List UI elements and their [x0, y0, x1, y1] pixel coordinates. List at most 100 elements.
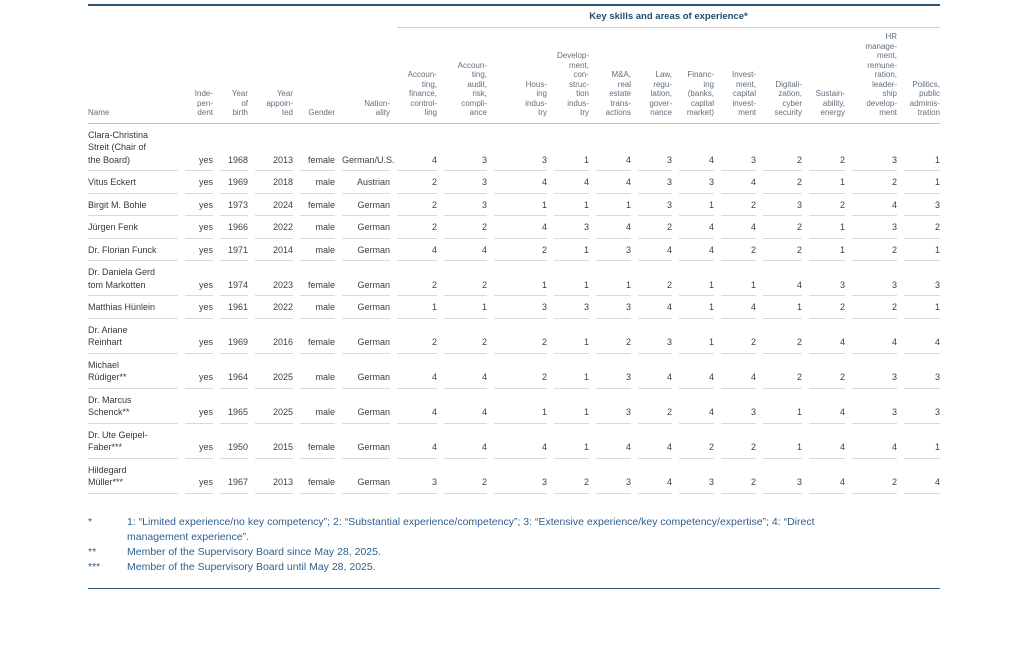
column-header: Inde- pen- dent	[194, 89, 213, 117]
member-name-cell: Jürgen Fenk	[88, 216, 178, 239]
table-cell: 4	[721, 366, 756, 389]
footnote: * 1: “Limited experience/no key competenc…	[88, 515, 940, 545]
member-name-cell: Matthias Hünlein	[88, 296, 178, 319]
table-cell: 2	[721, 194, 756, 216]
table-cell: 3	[554, 216, 589, 239]
table-cell: 2	[494, 366, 547, 389]
table-cell: 1968	[220, 149, 248, 171]
board-skills-matrix-page: Key skills and areas of experience* Name…	[88, 4, 940, 589]
column-header: HR manage- ment, remune- ration, leader-…	[865, 32, 897, 117]
table-cell: 1	[904, 296, 940, 319]
table-cell: 4	[721, 216, 756, 239]
table-cell: 2	[397, 171, 437, 194]
table-cell: 2	[763, 239, 802, 261]
table-cell: 3	[679, 171, 714, 194]
table-cell: 2	[904, 216, 940, 239]
table-cell: 2	[852, 239, 897, 261]
table-cell: 1967	[220, 471, 248, 494]
column-header: Name	[88, 108, 110, 117]
table-cell: male	[300, 171, 335, 194]
table-cell: yes	[185, 471, 213, 494]
table-cell: 3	[596, 296, 631, 319]
table-cell: 1	[763, 401, 802, 424]
table-cell: 4	[494, 171, 547, 194]
table-cell: 4	[397, 239, 437, 261]
table-cell: 2	[852, 296, 897, 319]
table-cell: Austrian	[342, 171, 390, 194]
footnote-text: Member of the Supervisory Board since Ma…	[127, 545, 381, 558]
table-cell: 1	[444, 296, 487, 319]
table-cell: 2016	[255, 331, 293, 354]
table-cell: 4	[638, 239, 672, 261]
table-cell: 2	[852, 171, 897, 194]
table-cell: 2022	[255, 296, 293, 319]
table-cell: 4	[904, 471, 940, 494]
table-cell: 4	[638, 471, 672, 494]
table-cell: 2	[763, 331, 802, 354]
table-cell: 1971	[220, 239, 248, 261]
table-cell: 3	[397, 471, 437, 494]
table-cell: 1	[904, 436, 940, 459]
table-cell: 3	[444, 171, 487, 194]
table-cell: 4	[444, 436, 487, 459]
table-cell: 2014	[255, 239, 293, 261]
table-cell: 1969	[220, 171, 248, 194]
table-cell: 1	[679, 274, 714, 296]
table-cell: 4	[596, 436, 631, 459]
table-cell: 1	[554, 194, 589, 216]
table-cell: German	[342, 194, 390, 216]
table-cell: 2	[809, 149, 845, 171]
column-header: Accoun- ting, finance, control- ling	[407, 70, 437, 117]
table-cell: 3	[852, 401, 897, 424]
table-cell: yes	[185, 216, 213, 239]
table-cell: 1965	[220, 401, 248, 424]
table-cell: 4	[852, 436, 897, 459]
skills-table: Name Inde- pen- dent Year of birth Year app…	[88, 28, 940, 494]
table-cell: 3	[596, 471, 631, 494]
table-cell: male	[300, 401, 335, 424]
table-cell: 1	[809, 216, 845, 239]
table-cell: 3	[494, 149, 547, 171]
table-cell: German	[342, 296, 390, 319]
table-cell: 3	[852, 149, 897, 171]
table-cell: male	[300, 216, 335, 239]
member-name-cell: Dr. Daniela Gerd tom Markotten	[88, 261, 178, 296]
table-cell: yes	[185, 401, 213, 424]
table-cell: 2022	[255, 216, 293, 239]
table-cell: 1	[904, 239, 940, 261]
column-header: Financ- ing (banks, capital market)	[686, 70, 714, 117]
table-cell: 4	[721, 296, 756, 319]
table-cell: 1973	[220, 194, 248, 216]
table-cell: 1	[494, 401, 547, 424]
table-cell: 1	[554, 436, 589, 459]
table-cell: 4	[397, 149, 437, 171]
table-cell: 1	[494, 274, 547, 296]
table-top-rule	[88, 4, 940, 6]
table-cell: 1969	[220, 331, 248, 354]
table-cell: 1964	[220, 366, 248, 389]
table-cell: German	[342, 274, 390, 296]
table-cell: yes	[185, 366, 213, 389]
table-cell: 1	[763, 436, 802, 459]
member-name-cell: Vitus Eckert	[88, 171, 178, 194]
table-cell: female	[300, 471, 335, 494]
section-header-spacer	[88, 6, 397, 28]
table-cell: 1	[763, 296, 802, 319]
member-name-cell: Dr. Marcus Schenck**	[88, 389, 178, 424]
table-cell: 3	[904, 194, 940, 216]
table-cell: 2	[397, 331, 437, 354]
table-cell: 4	[596, 149, 631, 171]
table-cell: female	[300, 331, 335, 354]
table-cell: 3	[638, 171, 672, 194]
member-name-cell: Clara-Christina Streit (Chair of the Boa…	[88, 124, 178, 171]
table-cell: female	[300, 436, 335, 459]
footnote-text: 1: “Limited experience/no key competency…	[127, 515, 815, 543]
table-cell: 3	[444, 194, 487, 216]
table-cell: 1	[721, 274, 756, 296]
table-cell: 2	[763, 366, 802, 389]
table-cell: 3	[852, 274, 897, 296]
footnotes: * 1: “Limited experience/no key competenc…	[88, 515, 940, 575]
table-cell: 2	[444, 331, 487, 354]
table-cell: 4	[596, 171, 631, 194]
footnote: *** Member of the Supervisory Board until…	[88, 560, 940, 575]
